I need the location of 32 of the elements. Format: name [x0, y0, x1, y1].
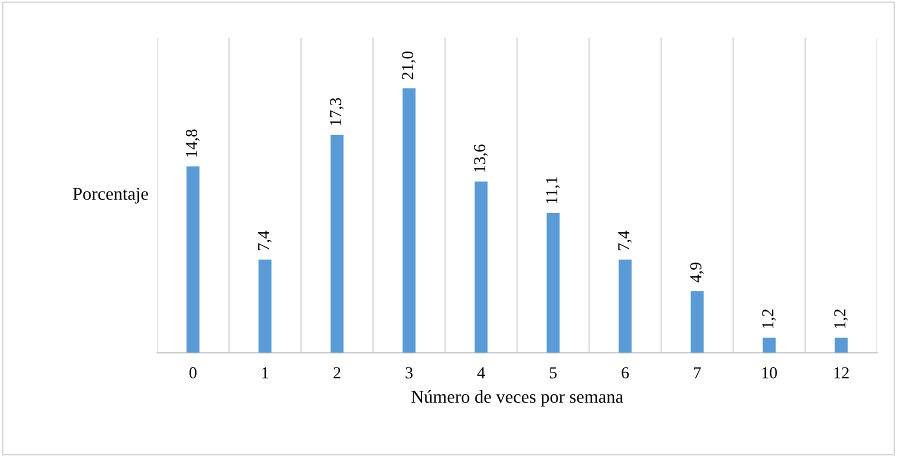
x-tick-label: 0	[189, 367, 197, 378]
data-label: 7,4	[258, 230, 272, 250]
bar	[186, 166, 200, 353]
data-label: 11,1	[546, 177, 560, 204]
data-label: 1,2	[834, 309, 848, 328]
bar	[330, 134, 344, 353]
x-tick-label: 2	[334, 367, 340, 378]
data-label: 7,4	[618, 230, 632, 250]
bar	[834, 338, 848, 353]
bar	[258, 260, 272, 353]
x-tick-label: 1	[262, 367, 268, 378]
data-label: 14,8	[186, 130, 200, 157]
bar	[618, 260, 632, 353]
data-label: 17,3	[330, 98, 344, 126]
y-axis-title: Porcentaje	[72, 188, 148, 204]
x-tick-label: 10	[762, 367, 777, 378]
x-axis-title: Número de veces por semana	[411, 390, 624, 407]
data-label: 13,6	[474, 144, 488, 172]
bar	[762, 338, 776, 353]
x-tick-label: 12	[834, 367, 849, 378]
x-tick-label: 6	[622, 367, 629, 378]
x-tick-label: 7	[694, 367, 701, 378]
bar	[546, 213, 560, 353]
bar	[402, 88, 416, 353]
x-tick-label: 3	[406, 367, 413, 378]
bar	[690, 291, 704, 353]
data-label: 1,2	[762, 309, 776, 328]
data-label: 21,0	[402, 51, 416, 80]
bar	[474, 182, 488, 353]
x-tick-label: 4	[477, 367, 486, 378]
x-tick-label: 5	[550, 367, 557, 378]
data-label: 4,9	[690, 262, 704, 282]
